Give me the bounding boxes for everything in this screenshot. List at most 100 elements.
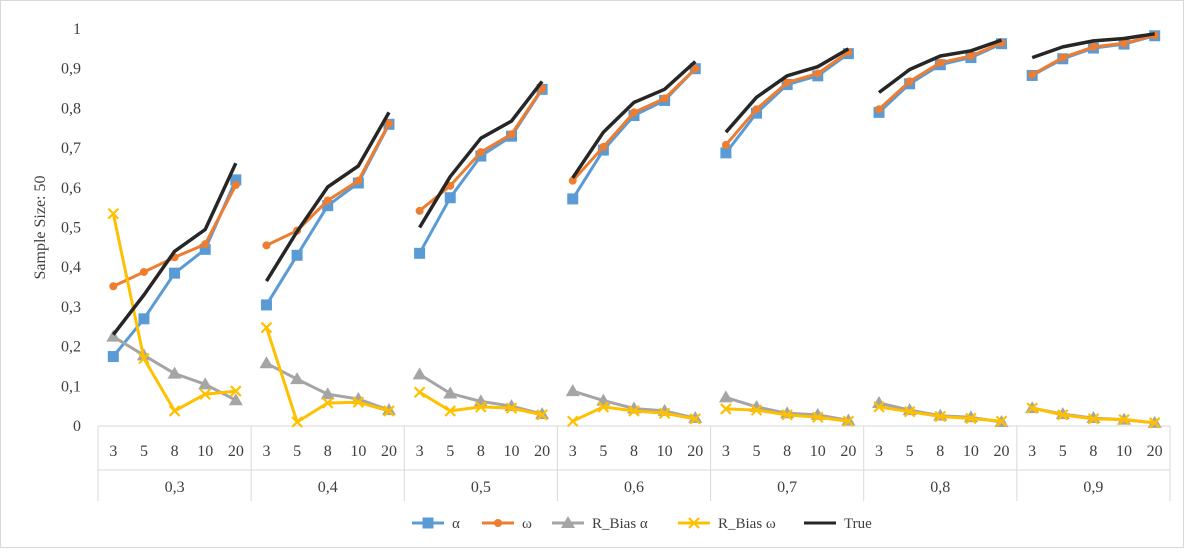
- series-4-line: [111, 162, 238, 336]
- y-tick-label: 0,8: [61, 100, 81, 117]
- series-3-point: [658, 407, 671, 420]
- x-tick-label: 3: [416, 443, 424, 460]
- series-0-point: [414, 247, 426, 259]
- series-1-point: [630, 108, 638, 117]
- x-tick-label: 10: [197, 443, 213, 460]
- y-tick-label: 0,1: [61, 378, 81, 395]
- series-3-point: [505, 402, 518, 414]
- series-1-point: [936, 58, 945, 67]
- series-1-point: [905, 77, 914, 86]
- series-1-point: [323, 196, 332, 205]
- x-marker-stroke: [475, 401, 487, 413]
- series-3-point: [781, 409, 793, 421]
- x-marker-stroke: [107, 207, 120, 220]
- x-tick-label: 20: [1147, 443, 1163, 460]
- group-label: 0,3: [165, 479, 185, 496]
- x-marker-stroke: [873, 401, 885, 413]
- x-tick-label: 3: [109, 443, 117, 460]
- series-2-point: [106, 329, 121, 342]
- legend: α ω R_Bias α R_Bias ω True: [412, 516, 872, 532]
- x-tick-label: 8: [783, 443, 791, 460]
- series-1-point: [109, 282, 118, 291]
- series-3-point: [903, 405, 916, 418]
- series-0-point: [444, 192, 456, 204]
- series-1-point: [231, 181, 240, 190]
- series-3-point: [1118, 413, 1130, 426]
- x-marker-stroke: [903, 405, 916, 418]
- series-0-point: [260, 299, 272, 311]
- x-marker-stroke: [995, 415, 1008, 428]
- x-marker-stroke: [1148, 417, 1161, 429]
- series-0-point: [291, 249, 303, 261]
- x-tick-label: 5: [446, 443, 454, 460]
- series-4-line: [418, 80, 544, 229]
- series-3-point: [1057, 409, 1069, 421]
- x-tick-label: 5: [293, 443, 301, 460]
- series-1-point: [660, 94, 669, 103]
- series-3-point: [444, 405, 457, 417]
- series-3-point: [168, 405, 181, 417]
- series-2-point: [198, 377, 213, 390]
- series-3-point: [842, 415, 855, 428]
- legend-item-3: R_Bias ω: [678, 516, 776, 532]
- y-tick-label: 0,5: [61, 220, 81, 237]
- x-marker-stroke: [811, 411, 824, 424]
- series-1-point: [446, 181, 455, 190]
- series-1-point: [384, 119, 393, 128]
- series-2-point: [381, 403, 396, 416]
- series-1-point: [262, 241, 271, 250]
- series-0-line: [265, 123, 391, 306]
- x-marker-stroke: [566, 415, 579, 428]
- y-tick-label: 0: [73, 418, 81, 435]
- series-3-point: [750, 404, 763, 416]
- series-1-point: [966, 51, 975, 60]
- legend-item-4: True: [804, 516, 872, 532]
- series-3-point: [230, 385, 242, 397]
- series-3: [107, 207, 1161, 429]
- legend-label: True: [844, 516, 872, 532]
- series-1-point: [752, 105, 761, 114]
- series-1-point: [1120, 39, 1129, 48]
- x-tick-label: 8: [1089, 443, 1097, 460]
- x-tick-label: 10: [963, 443, 979, 460]
- x-marker-stroke: [842, 415, 855, 428]
- series-0-line: [724, 52, 850, 154]
- x-marker-stroke: [536, 409, 548, 421]
- series-1-point: [507, 130, 516, 139]
- x-tick-label: 3: [875, 443, 883, 460]
- x-tick-label: 10: [350, 443, 366, 460]
- series-1-point: [1028, 70, 1037, 79]
- x-marker-stroke: [1026, 402, 1038, 414]
- legend-label: α: [452, 516, 460, 532]
- y-tick-label: 0,3: [61, 299, 81, 316]
- series-2-point: [228, 393, 243, 406]
- x-marker-stroke: [444, 405, 457, 417]
- series-1-point: [139, 267, 148, 276]
- legend-swatch-marker: [688, 517, 700, 529]
- series-1-line: [571, 67, 697, 182]
- series-3-point: [965, 412, 977, 425]
- x-marker-stroke: [597, 401, 610, 413]
- series-0-point: [107, 351, 119, 363]
- x-marker-stroke: [628, 405, 640, 417]
- series-3-point: [475, 401, 487, 413]
- series-0: [107, 30, 1161, 363]
- series-2-point: [565, 384, 580, 397]
- series-3-point: [321, 397, 334, 409]
- x-marker-stroke: [413, 386, 426, 399]
- series-1-point: [783, 78, 792, 87]
- series-3-point: [352, 396, 365, 408]
- y-tick-label: 0,2: [61, 339, 81, 356]
- y-tick-label: 1: [73, 21, 81, 38]
- series-2: [106, 329, 1162, 428]
- series-2-point: [718, 390, 733, 403]
- series-0-point: [199, 243, 211, 255]
- series-4-line: [265, 111, 391, 283]
- series-1-point: [1089, 42, 1098, 51]
- series-3-point: [995, 415, 1008, 428]
- x-tick-label: 3: [1028, 443, 1036, 460]
- series-3-point: [383, 405, 395, 417]
- x-tick-label: 8: [630, 443, 638, 460]
- series-3-point: [1148, 417, 1161, 429]
